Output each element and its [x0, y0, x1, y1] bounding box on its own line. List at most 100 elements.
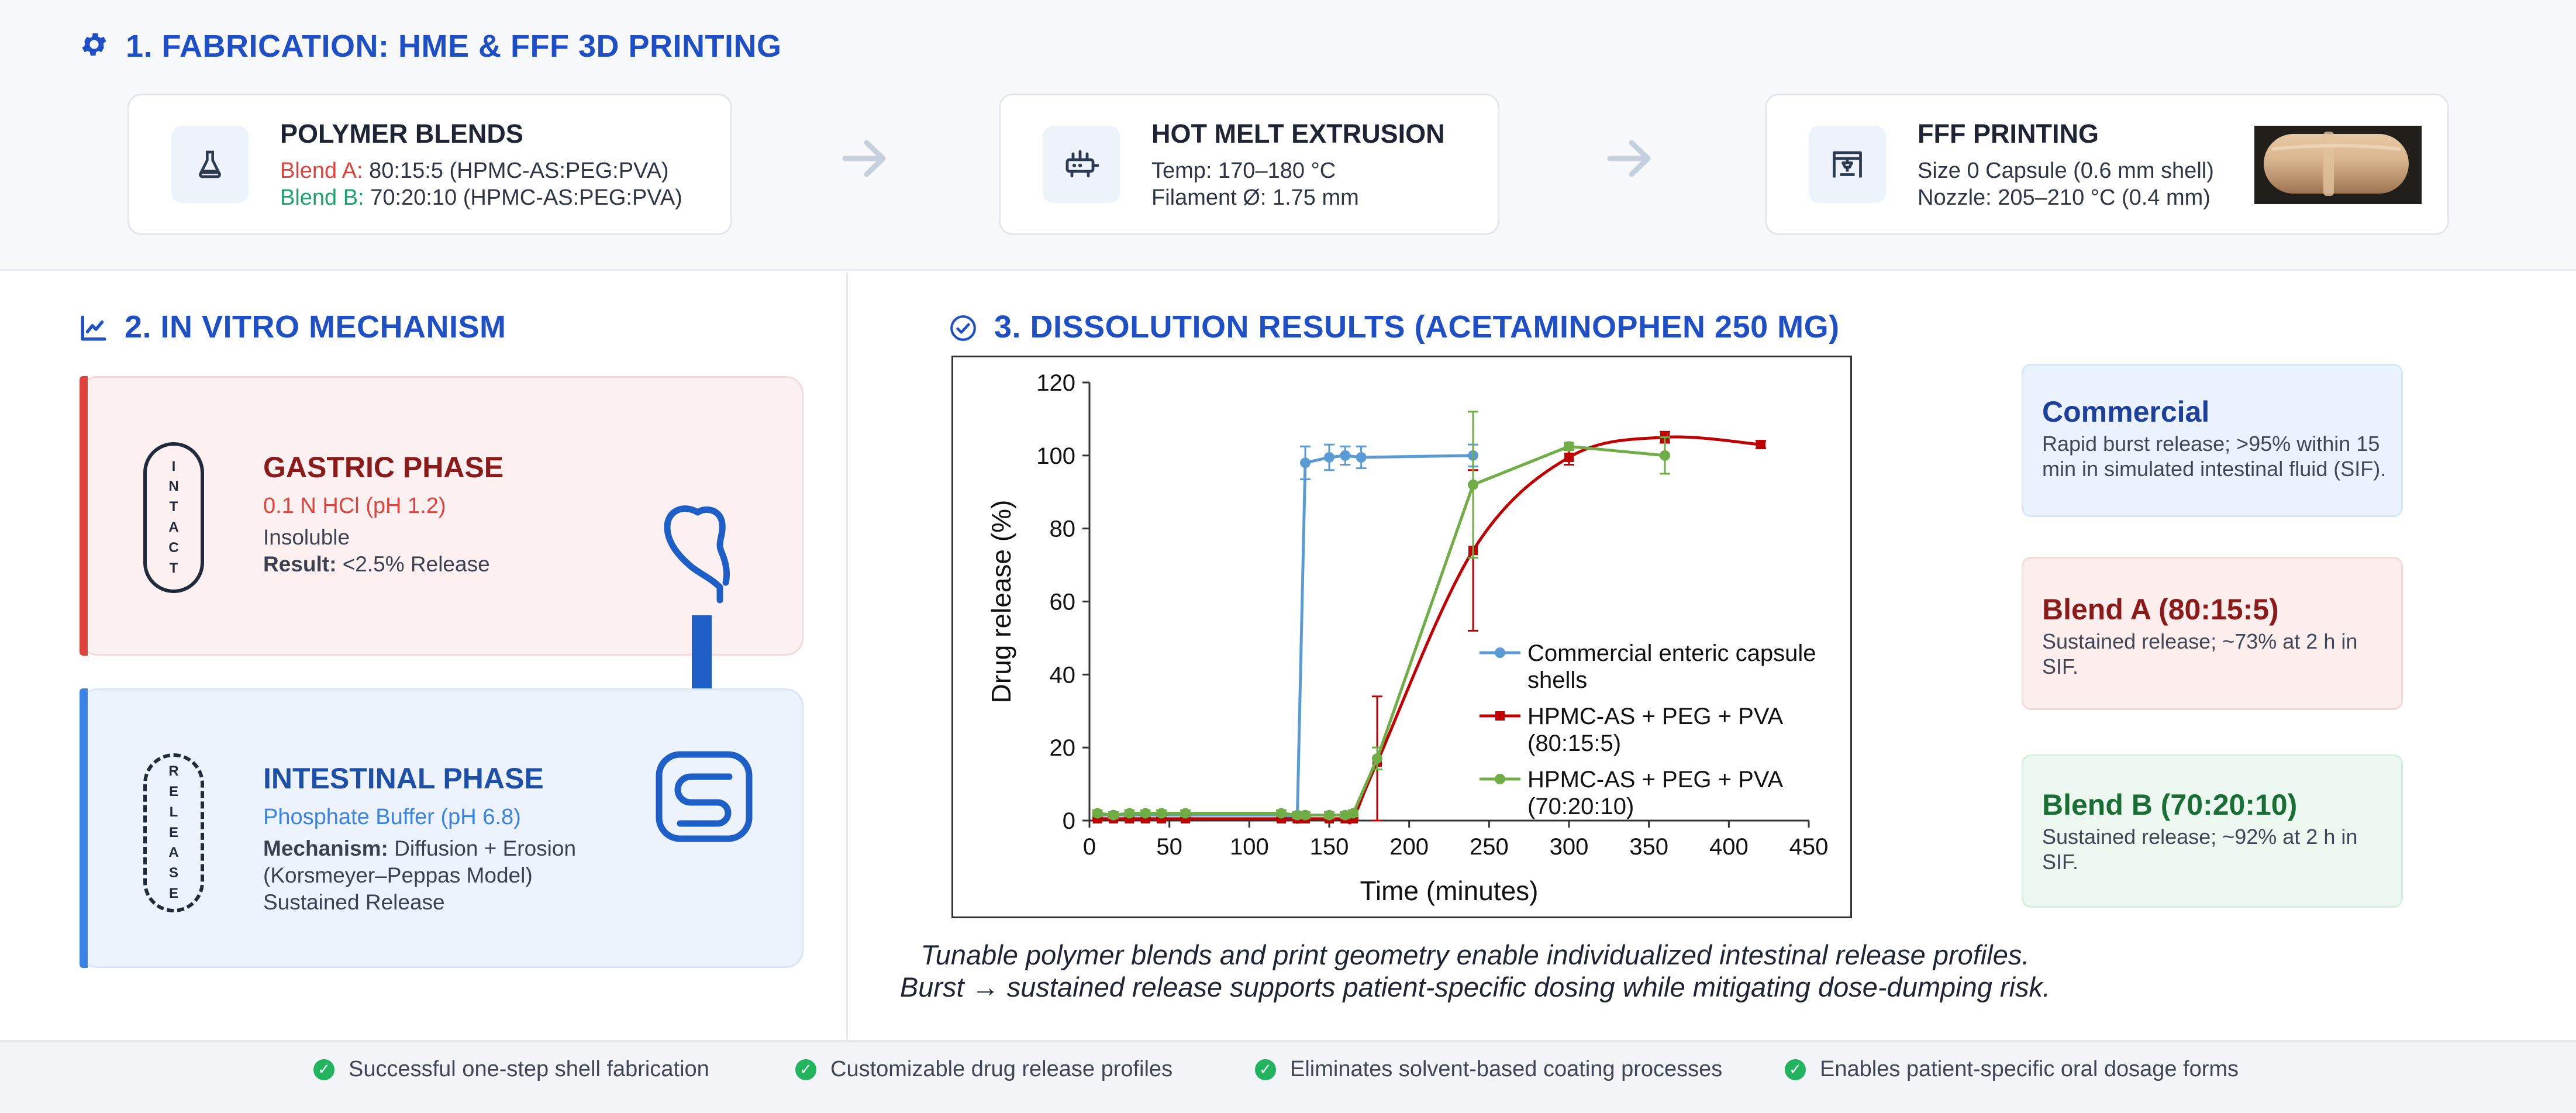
hot-melt-extrusion-card: HOT MELT EXTRUSION Temp: 170–180 °C Fila… [999, 94, 1499, 235]
y-tick-label: 60 [1050, 590, 1076, 615]
x-tick-label: 50 [1156, 834, 1182, 860]
x-tick-label: 450 [1789, 834, 1829, 860]
dissolution-chart: 0 50 100 150 200 250 300 350 400 450 0 20 40 60 80 100 1… [951, 356, 1852, 918]
phase-medium: Phosphate Buffer (pH 6.8) [263, 805, 521, 829]
result-title: Commercial [2042, 395, 2210, 428]
phase-title: INTESTINAL PHASE [263, 762, 544, 795]
pill-letter: A [168, 845, 179, 861]
result-card-blend-b: Blend B (70:20:10) Sustained release; ~9… [2022, 754, 2403, 908]
data-point [1356, 452, 1367, 463]
y-tick-label: 0 [1063, 808, 1075, 834]
footer-text: Customizable drug release profiles [830, 1057, 1173, 1081]
section-title: 2. IN VITRO MECHANISM [125, 309, 506, 344]
x-tick-label: 200 [1389, 834, 1429, 860]
legend-marker [1495, 647, 1505, 658]
mechanism-value: Diffusion + Erosion [394, 836, 577, 860]
check-circle-icon [949, 313, 978, 346]
pill-letter: E [168, 824, 178, 840]
phase-result: Result: <2.5% Release [263, 552, 490, 577]
flask-icon [171, 126, 249, 203]
check-circle-icon: ✓ [313, 1059, 334, 1080]
legend-label-line: (70:20:10) [1527, 794, 1634, 819]
result-card-blend-a: Blend A (80:15:5) Sustained release; ~73… [2022, 557, 2403, 710]
accent-bar [80, 376, 88, 656]
y-tick-label: 100 [1036, 443, 1075, 469]
phase-line: Insoluble [263, 525, 350, 549]
card-title: FFF PRINTING [1918, 119, 2099, 149]
mechanism-label: Mechanism: [263, 836, 388, 860]
data-point [1300, 457, 1311, 468]
pill-letter: A [168, 519, 179, 535]
x-tick-label: 350 [1629, 834, 1668, 860]
footer-text: Eliminates solvent-based coating process… [1290, 1057, 1723, 1081]
legend-label-line: (80:15:5) [1527, 730, 1621, 756]
y-tick-label: 80 [1050, 516, 1076, 542]
legend-label: HPMC-AS + PEG + PVA (80:15:5) [1527, 704, 1783, 756]
arrow-right-icon [1607, 130, 1654, 188]
data-point [1300, 809, 1311, 821]
result-value: <2.5% Release [342, 552, 490, 576]
footer-text: Successful one-step shell fabrication [349, 1057, 709, 1081]
footer-item: ✓ Customizable drug release profiles [795, 1057, 1173, 1082]
result-card-commercial: Commercial Rapid burst release; >95% wit… [2022, 364, 2403, 517]
data-point [1340, 809, 1351, 821]
phase-line: Sustained Release [263, 890, 445, 914]
pill-letter: E [168, 784, 178, 800]
x-tick-label: 150 [1310, 834, 1349, 860]
y-axis-label: Drug release (%) [986, 500, 1016, 704]
data-point [1324, 809, 1334, 821]
pill-letter: I [171, 458, 176, 474]
legend-label: HPMC-AS + PEG + PVA (70:20:10) [1527, 767, 1783, 819]
footer-item: ✓ Enables patient-specific oral dosage f… [1785, 1057, 2239, 1082]
data-point [1124, 808, 1135, 819]
blend-b-label: Blend B: [280, 185, 364, 210]
legend-marker [1495, 711, 1505, 721]
x-tick-label: 0 [1083, 834, 1096, 860]
extruder-icon [1043, 126, 1120, 203]
blend-b-value: 70:20:10 (HPMC-AS:PEG:PVA) [370, 185, 682, 210]
result-title: Blend A (80:15:5) [2042, 593, 2279, 626]
legend-label-line: HPMC-AS + PEG + PVA [1527, 704, 1783, 729]
fabrication-section: 1. FABRICATION: HME & FFF 3D PRINTING PO… [0, 0, 2576, 271]
data-point [1324, 452, 1334, 463]
hme-filament: Filament Ø: 1.75 mm [1151, 185, 1359, 210]
accent-bar [80, 688, 88, 968]
data-point [1340, 450, 1351, 461]
phase-medium: 0.1 N HCl (pH 1.2) [263, 494, 446, 518]
blend-a-label: Blend A: [280, 158, 363, 183]
section-divider [846, 273, 848, 1040]
data-point [1564, 441, 1574, 452]
x-tick-label: 300 [1550, 834, 1589, 860]
caption-line-1: Tunable polymer blends and print geometr… [920, 939, 2030, 970]
trend-chart-icon [79, 313, 108, 346]
pill-letter: E [168, 885, 178, 901]
pill-letter: T [169, 560, 178, 576]
blend-a-line: Blend A: 80:15:5 (HPMC-AS:PEG:PVA) [280, 158, 669, 184]
fff-capsule: Size 0 Capsule (0.6 mm shell) [1918, 158, 2214, 183]
fff-nozzle: Nozzle: 205–210 °C (0.4 mm) [1918, 185, 2211, 210]
data-point [1108, 809, 1119, 821]
card-title: POLYMER BLENDS [280, 119, 523, 149]
pill-letter: C [168, 539, 179, 556]
series-line [1097, 454, 1474, 821]
intestine-icon [654, 750, 754, 846]
check-circle-icon: ✓ [1255, 1059, 1276, 1080]
x-tick-label: 250 [1470, 834, 1509, 860]
data-point [1348, 808, 1358, 819]
blend-b-line: Blend B: 70:20:10 (HPMC-AS:PEG:PVA) [280, 185, 682, 211]
arrow-right-icon [842, 130, 889, 188]
legend-label: Commercial enteric capsule shells [1527, 640, 1816, 693]
footer-item: ✓ Successful one-step shell fabrication [313, 1057, 709, 1082]
polymer-blends-card: POLYMER BLENDS Blend A: 80:15:5 (HPMC-AS… [127, 94, 732, 235]
result-text: Sustained release; ~92% at 2 h in SIF. [2042, 825, 2358, 874]
hme-temp: Temp: 170–180 °C [1151, 158, 1336, 183]
data-point [1140, 808, 1151, 819]
phase-mechanism: Mechanism: Diffusion + Erosion [263, 836, 576, 861]
result-label: Result: [263, 552, 337, 576]
pill-letter: S [168, 865, 178, 881]
result-text: Sustained release; ~73% at 2 h in SIF. [2042, 629, 2358, 679]
section-title: 1. FABRICATION: HME & FFF 3D PRINTING [126, 29, 782, 64]
